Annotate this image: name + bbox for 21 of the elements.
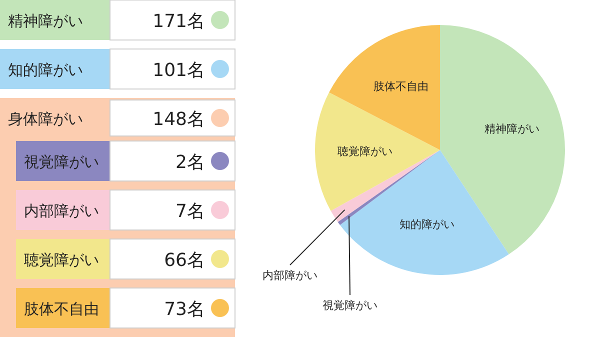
text: 聴覚障がい bbox=[24, 251, 99, 269]
text: 2名 bbox=[176, 152, 205, 173]
slice-label: 知的障がい bbox=[400, 218, 455, 231]
slice-label: 視覚障がい bbox=[322, 299, 378, 312]
slice-label: 精神障がい bbox=[484, 122, 540, 136]
text: 知的障がい bbox=[8, 61, 83, 79]
text: 内部障がい bbox=[24, 202, 99, 220]
text: 171名 bbox=[152, 11, 205, 32]
text: 肢体不自由 bbox=[24, 300, 99, 318]
text: 66名 bbox=[164, 250, 205, 271]
slice-label: 聴覚障がい bbox=[338, 145, 393, 158]
slice-label: 肢体不自由 bbox=[374, 80, 429, 93]
text: 148名 bbox=[152, 109, 205, 130]
text: 視覚障がい bbox=[24, 153, 99, 171]
text: 身体障がい bbox=[8, 110, 83, 128]
text: 精神障がい bbox=[8, 12, 83, 30]
text: 73名 bbox=[164, 299, 205, 320]
text: 7名 bbox=[176, 201, 205, 222]
text: 101名 bbox=[152, 60, 205, 81]
slice-label: 内部障がい bbox=[262, 269, 318, 282]
pie-slice bbox=[315, 92, 440, 211]
